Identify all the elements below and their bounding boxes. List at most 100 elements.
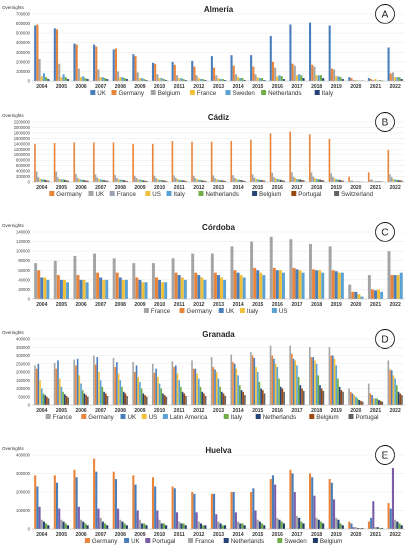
bar [132, 362, 134, 405]
bar [335, 365, 337, 405]
bar [296, 365, 298, 405]
bar [178, 275, 181, 299]
y-tick-label: 80000 [18, 258, 30, 263]
bar [329, 139, 331, 182]
bar [293, 359, 295, 405]
x-tick-label: 2021 [370, 302, 381, 308]
bar [83, 280, 86, 299]
chart-title: Cádiz [208, 113, 229, 122]
bar [117, 509, 119, 529]
bar [370, 79, 372, 81]
bar [348, 177, 350, 182]
bar [114, 175, 116, 182]
bar [160, 389, 162, 406]
bar [241, 78, 243, 81]
bar [77, 359, 79, 405]
bar [203, 280, 206, 299]
bar [39, 59, 41, 81]
bar [300, 180, 302, 182]
bar [34, 475, 36, 529]
bar [41, 389, 43, 406]
legend-label: UK [97, 90, 106, 97]
bar [331, 69, 333, 81]
bar [289, 25, 291, 81]
bar [185, 396, 187, 405]
legend-label: US [149, 414, 158, 421]
y-tick-label: 140000 [16, 230, 31, 235]
bar [318, 179, 320, 182]
bar [393, 375, 395, 405]
legend-swatch [309, 414, 314, 419]
panel-letter: B [382, 118, 389, 129]
legend-swatch [90, 90, 95, 95]
bar [398, 180, 400, 182]
y-tick-label: 1800000 [14, 130, 31, 135]
bar [172, 141, 174, 182]
bar [398, 523, 400, 529]
legend-label: France [151, 308, 171, 315]
y-tick-label: 200000 [16, 59, 31, 64]
bar [102, 522, 104, 529]
bar [93, 254, 96, 299]
bar [138, 280, 141, 299]
bar [84, 78, 86, 81]
bar [113, 49, 115, 81]
bar [125, 280, 128, 299]
bar [113, 358, 115, 405]
legend-swatch [313, 538, 318, 543]
bar [329, 25, 331, 81]
bar [191, 61, 193, 81]
bar [175, 178, 177, 182]
bar [278, 75, 280, 81]
bar [296, 516, 298, 529]
bar [401, 395, 403, 405]
bar [41, 179, 43, 182]
bar [157, 179, 159, 182]
bar [132, 144, 134, 182]
bar [54, 363, 56, 405]
legend-label: Switzerland [341, 191, 374, 198]
bar [142, 282, 145, 299]
bar [393, 179, 395, 182]
bar [176, 75, 178, 81]
bar [55, 172, 57, 182]
bar [222, 79, 224, 81]
y-axis-label: Overnights [2, 330, 25, 335]
bar [95, 365, 97, 405]
bar [334, 359, 336, 405]
bar [178, 78, 180, 81]
bar [351, 292, 354, 299]
bar [157, 377, 159, 405]
bar [341, 273, 344, 299]
bar [373, 398, 375, 405]
x-tick-label: 2013 [213, 302, 224, 308]
bar [73, 142, 75, 182]
bar [218, 379, 220, 405]
bar [341, 390, 343, 405]
y-tick-label: 800000 [16, 158, 31, 163]
bar [401, 79, 403, 81]
bar [371, 180, 373, 182]
bar [116, 362, 118, 405]
legend-swatch [85, 538, 90, 543]
bar [93, 459, 95, 529]
legend-label: UK [96, 191, 105, 198]
bar [180, 180, 182, 182]
bar [282, 273, 285, 299]
panel-letter: D [381, 335, 388, 346]
bar [73, 470, 75, 529]
bar [333, 70, 335, 81]
bar [298, 179, 300, 182]
bar [137, 179, 139, 182]
legend-swatch [89, 191, 94, 196]
bar [115, 48, 117, 81]
bar [57, 275, 60, 299]
bar [174, 65, 176, 81]
bar [34, 365, 36, 405]
bar [394, 77, 396, 81]
x-tick-label: 2004 [36, 408, 47, 414]
bar [276, 76, 278, 81]
bar [103, 180, 105, 182]
bar [394, 180, 396, 182]
